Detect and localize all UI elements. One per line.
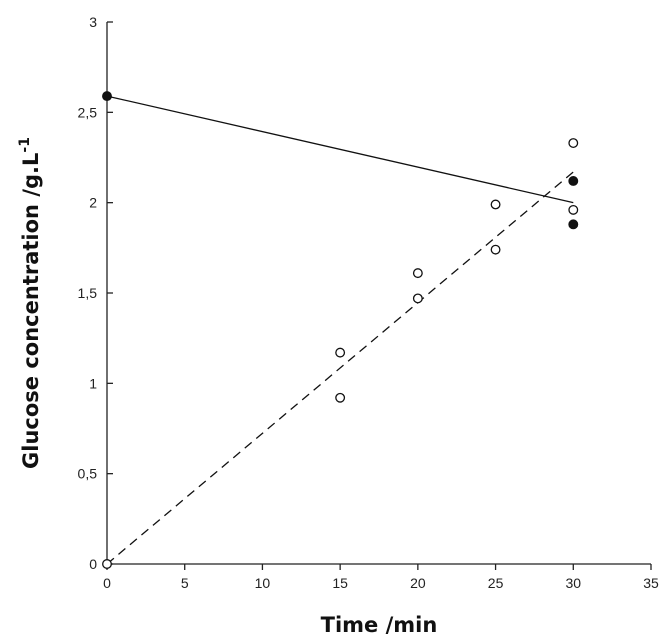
y-axis-title: Glucose concentration /g.L-1 [17,137,43,469]
fit-lines [106,95,574,565]
filled-point [568,219,579,230]
open-point [335,347,346,358]
y-tick-label: 1 [89,375,97,391]
y-tick-label: 3 [89,14,97,30]
axes [106,22,651,565]
fit-line-1 [106,171,574,565]
y-tick-label: 2 [89,195,97,211]
x-tick-label: 25 [488,575,504,591]
open-point [412,268,423,279]
fit-line-0 [106,95,574,204]
x-axis-title: Time /min [321,613,438,637]
ticks: 0 5 10 15 20 25 30 35 0 0,5 1 1,5 2 2,5 3 [78,14,659,591]
x-tick-label: 10 [255,575,271,591]
x-tick-label: 35 [643,575,659,591]
open-point [335,392,346,403]
y-tick-label: 0,5 [78,466,98,482]
filled-point [102,91,112,102]
y-axis-title-main: Glucose concentration /g.L [19,153,43,469]
x-tick-label: 15 [332,575,348,591]
x-tick-label: 30 [565,575,581,591]
open-point [568,204,579,215]
open-point [568,138,579,148]
y-axis-title-superscript: -1 [17,137,33,153]
filled-point [568,176,579,186]
y-tick-label: 0 [89,556,97,572]
y-tick-label: 2,5 [78,104,98,120]
open-point [490,244,501,255]
data-points [102,91,579,569]
open-point [412,293,423,304]
y-tick-label: 1,5 [78,285,98,301]
open-point [490,199,501,210]
open-point [102,559,112,569]
x-tick-label: 20 [410,575,426,591]
x-tick-label: 5 [181,575,189,591]
x-tick-label: 0 [103,575,111,591]
